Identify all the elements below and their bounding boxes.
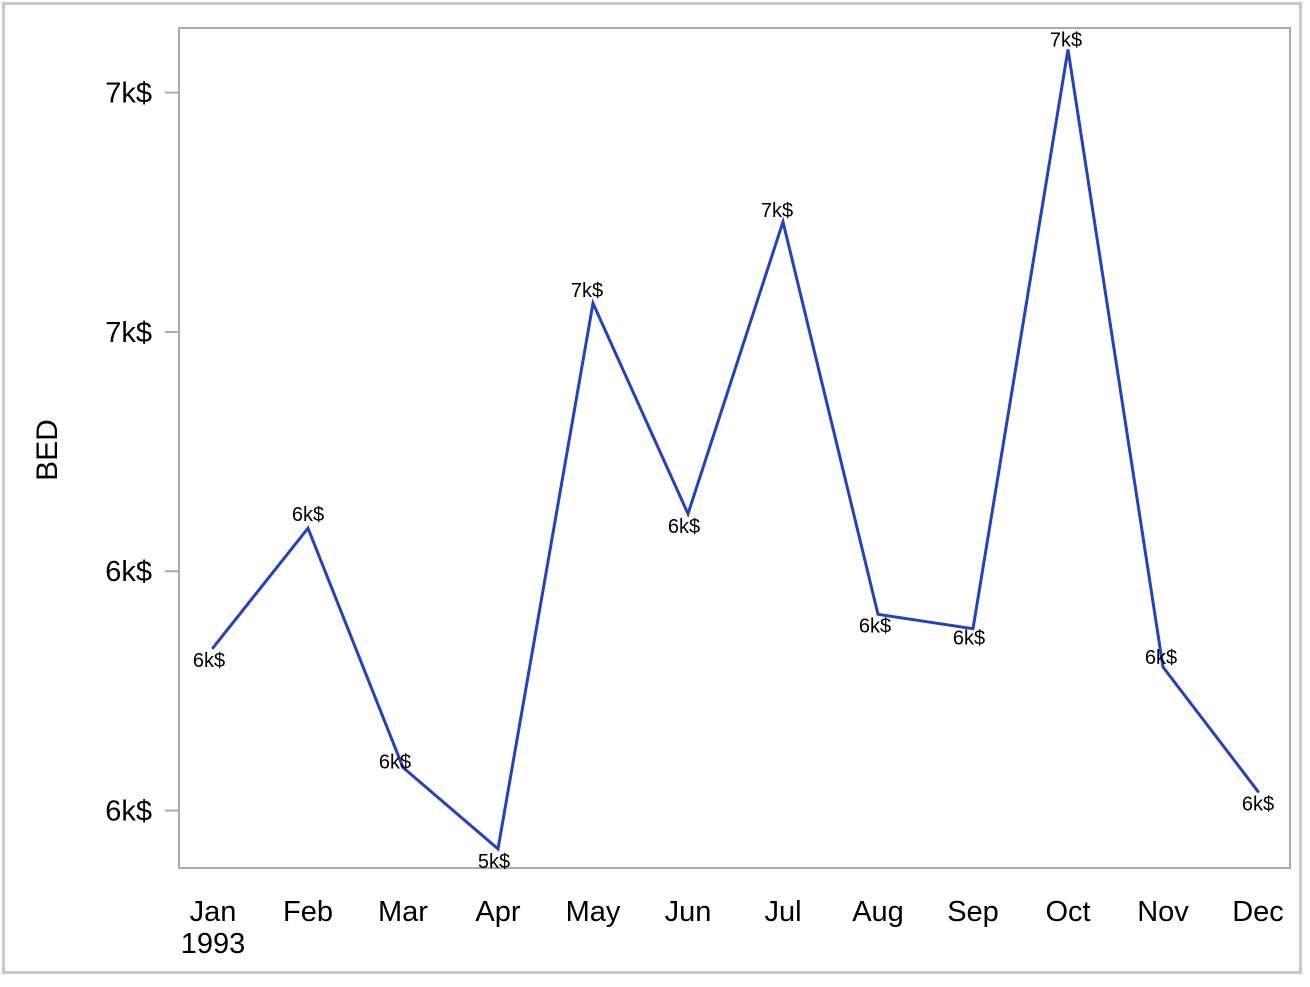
data-label: 6k$ — [668, 516, 700, 538]
data-label: 6k$ — [193, 650, 225, 672]
x-axis-tick-label: Jan — [190, 896, 237, 928]
series-group — [211, 49, 1260, 852]
data-labels-group: 6k$ 6k$ 6k$ 5k$ 7k$ 6k$ 7k$ 6k$ 6k$ 7k$ 6k$ 6k$ — [193, 30, 1274, 873]
y-axis-tick-label: 6k$ — [105, 556, 152, 588]
y-axis-tick-label: 7k$ — [105, 78, 152, 110]
x-axis-tick-label: Jun — [665, 896, 712, 928]
plot-area — [178, 27, 1291, 869]
x-axis-tick-label: Aug — [852, 896, 904, 928]
x-axis-tick-label: Dec — [1232, 896, 1284, 928]
data-label: 6k$ — [292, 504, 324, 526]
x-axis-tick-label: Feb — [283, 896, 333, 928]
y-axis-tick-label: 6k$ — [105, 796, 152, 828]
x-axis-tick-label: Sep — [947, 896, 999, 928]
data-label: 6k$ — [379, 751, 411, 773]
y-axis-title: BED — [31, 419, 64, 481]
x-axis-year-label: 1993 — [181, 928, 246, 960]
data-label: 6k$ — [953, 628, 985, 650]
data-label: 6k$ — [859, 615, 891, 637]
series-line — [211, 49, 1260, 852]
data-label: 7k$ — [571, 280, 603, 302]
x-axis-tick-label: Mar — [378, 896, 428, 928]
x-axis-tick-label: Apr — [475, 896, 520, 928]
data-label: 5k$ — [478, 851, 510, 873]
y-axis-tick-label: 7k$ — [105, 317, 152, 349]
data-label: 7k$ — [1050, 30, 1082, 52]
x-axis-tick-label: May — [566, 896, 621, 928]
data-label: 6k$ — [1145, 647, 1177, 669]
y-axis: 6k$ 6k$ 7k$ 7k$ — [105, 78, 179, 828]
data-label: 7k$ — [761, 200, 793, 222]
x-axis-tick-label: Jul — [764, 896, 801, 928]
figure-border: 6k$ 6k$ 7k$ 7k$ Jan 1993 Feb Mar Apr May Jun Jul Au… — [2, 2, 1302, 974]
data-label: 6k$ — [1242, 793, 1274, 815]
x-axis-tick-label: Nov — [1137, 896, 1189, 928]
x-axis-tick-label: Oct — [1045, 896, 1090, 928]
